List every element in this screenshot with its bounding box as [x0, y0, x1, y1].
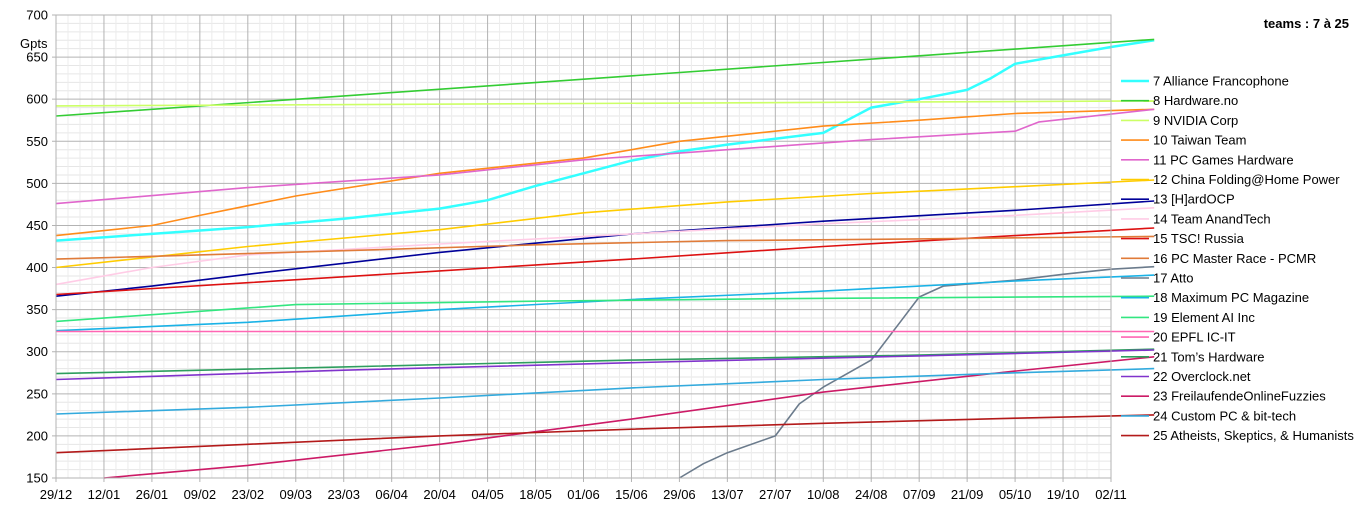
plot-frame	[55, 14, 1112, 479]
y-tick-label: 200	[26, 428, 48, 443]
y-tick-label: 700	[26, 8, 48, 23]
series-layer	[55, 38, 1155, 479]
y-tick-label: 650	[26, 50, 48, 65]
x-tick-label: 23/02	[232, 487, 265, 502]
legend-label: 12 China Folding@Home Power	[1153, 172, 1340, 187]
series-line	[103, 356, 1155, 479]
x-tick-label: 06/04	[375, 487, 408, 502]
series-line	[55, 200, 1155, 297]
x-tick-label: 15/06	[615, 487, 648, 502]
legend-label: 25 Atheists, Skeptics, & Humanists	[1153, 428, 1354, 443]
series-line	[55, 38, 1155, 117]
legend-label: 9 NVIDIA Corp	[1153, 113, 1238, 128]
x-tick-label: 10/08	[807, 487, 840, 502]
x-tick-label: 24/08	[855, 487, 888, 502]
legend-label: 17 Atto	[1153, 271, 1193, 286]
legend-label: 24 Custom PC & bit-tech	[1153, 408, 1296, 423]
x-tick-label: 02/11	[1095, 487, 1127, 502]
legend-label: 22 Overclock.net	[1153, 369, 1251, 384]
x-tick-label: 20/04	[423, 487, 456, 502]
legend-label: 14 Team AnandTech	[1153, 211, 1271, 226]
legend-label: 8 Hardware.no	[1153, 93, 1238, 108]
y-tick-label: 250	[26, 386, 48, 401]
x-tick-label: 23/03	[327, 487, 360, 502]
y-tick-label: 350	[26, 302, 48, 317]
series-line	[55, 349, 1155, 381]
legend-label: 18 Maximum PC Magazine	[1153, 290, 1309, 305]
y-tick-label: 150	[26, 471, 48, 486]
y-tick-label: 550	[26, 134, 48, 149]
series-line	[55, 100, 1155, 107]
chart-title: teams : 7 à 25	[1264, 16, 1349, 31]
x-tick-label: 13/07	[711, 487, 744, 502]
legend-label: 20 EPFL IC-IT	[1153, 330, 1236, 345]
legend-label: 13 [H]ardOCP	[1153, 192, 1235, 207]
legend-label: 23 FreilaufendeOnlineFuzzies	[1153, 389, 1326, 404]
legend: 7 Alliance Francophone 8 Hardware.no 9 NVI…	[1121, 74, 1354, 443]
series-line	[55, 39, 1155, 242]
series-line	[55, 235, 1155, 260]
x-tick-label: 07/09	[903, 487, 936, 502]
series-line	[55, 179, 1155, 269]
series-line	[55, 108, 1155, 237]
series-line	[55, 414, 1155, 454]
y-tick-label: 450	[26, 218, 48, 233]
y-tick-label: 400	[26, 260, 48, 275]
series-line	[55, 227, 1155, 296]
x-tick-label: 04/05	[471, 487, 504, 502]
x-tick-label: 19/10	[1047, 487, 1080, 502]
series-line	[55, 108, 1155, 205]
x-tick-label: 01/06	[567, 487, 600, 502]
x-tick-label: 26/01	[136, 487, 169, 502]
series-line	[678, 265, 1155, 479]
x-tick-label: 27/07	[759, 487, 792, 502]
x-tick-label: 09/02	[184, 487, 217, 502]
axes: 150 200 250 300 350 400 450 500 550 600 650 700 29/1…	[26, 8, 1126, 503]
legend-label: 21 Tom’s Hardware	[1153, 349, 1265, 364]
x-tick-label: 12/01	[88, 487, 121, 502]
x-tick-label: 05/10	[999, 487, 1032, 502]
series-line	[55, 207, 1155, 286]
legend-label: 11 PC Games Hardware	[1153, 152, 1294, 167]
x-tick-label: 29/12	[40, 487, 73, 502]
x-tick-label: 29/06	[663, 487, 696, 502]
y-axis-label: Gpts	[20, 36, 48, 51]
x-tick-label: 21/09	[951, 487, 984, 502]
legend-label: 16 PC Master Race - PCMR	[1153, 251, 1316, 266]
legend-label: 10 Taiwan Team	[1153, 133, 1246, 148]
y-tick-label: 500	[26, 176, 48, 191]
legend-label: 7 Alliance Francophone	[1153, 74, 1289, 89]
x-tick-label: 18/05	[519, 487, 552, 502]
legend-label: 15 TSC! Russia	[1153, 231, 1245, 246]
y-tick-label: 300	[26, 344, 48, 359]
x-tick-label: 09/03	[279, 487, 312, 502]
legend-label: 19 Element AI Inc	[1153, 310, 1255, 325]
series-line	[55, 295, 1155, 323]
series-line	[55, 367, 1155, 415]
y-tick-label: 600	[26, 92, 48, 107]
